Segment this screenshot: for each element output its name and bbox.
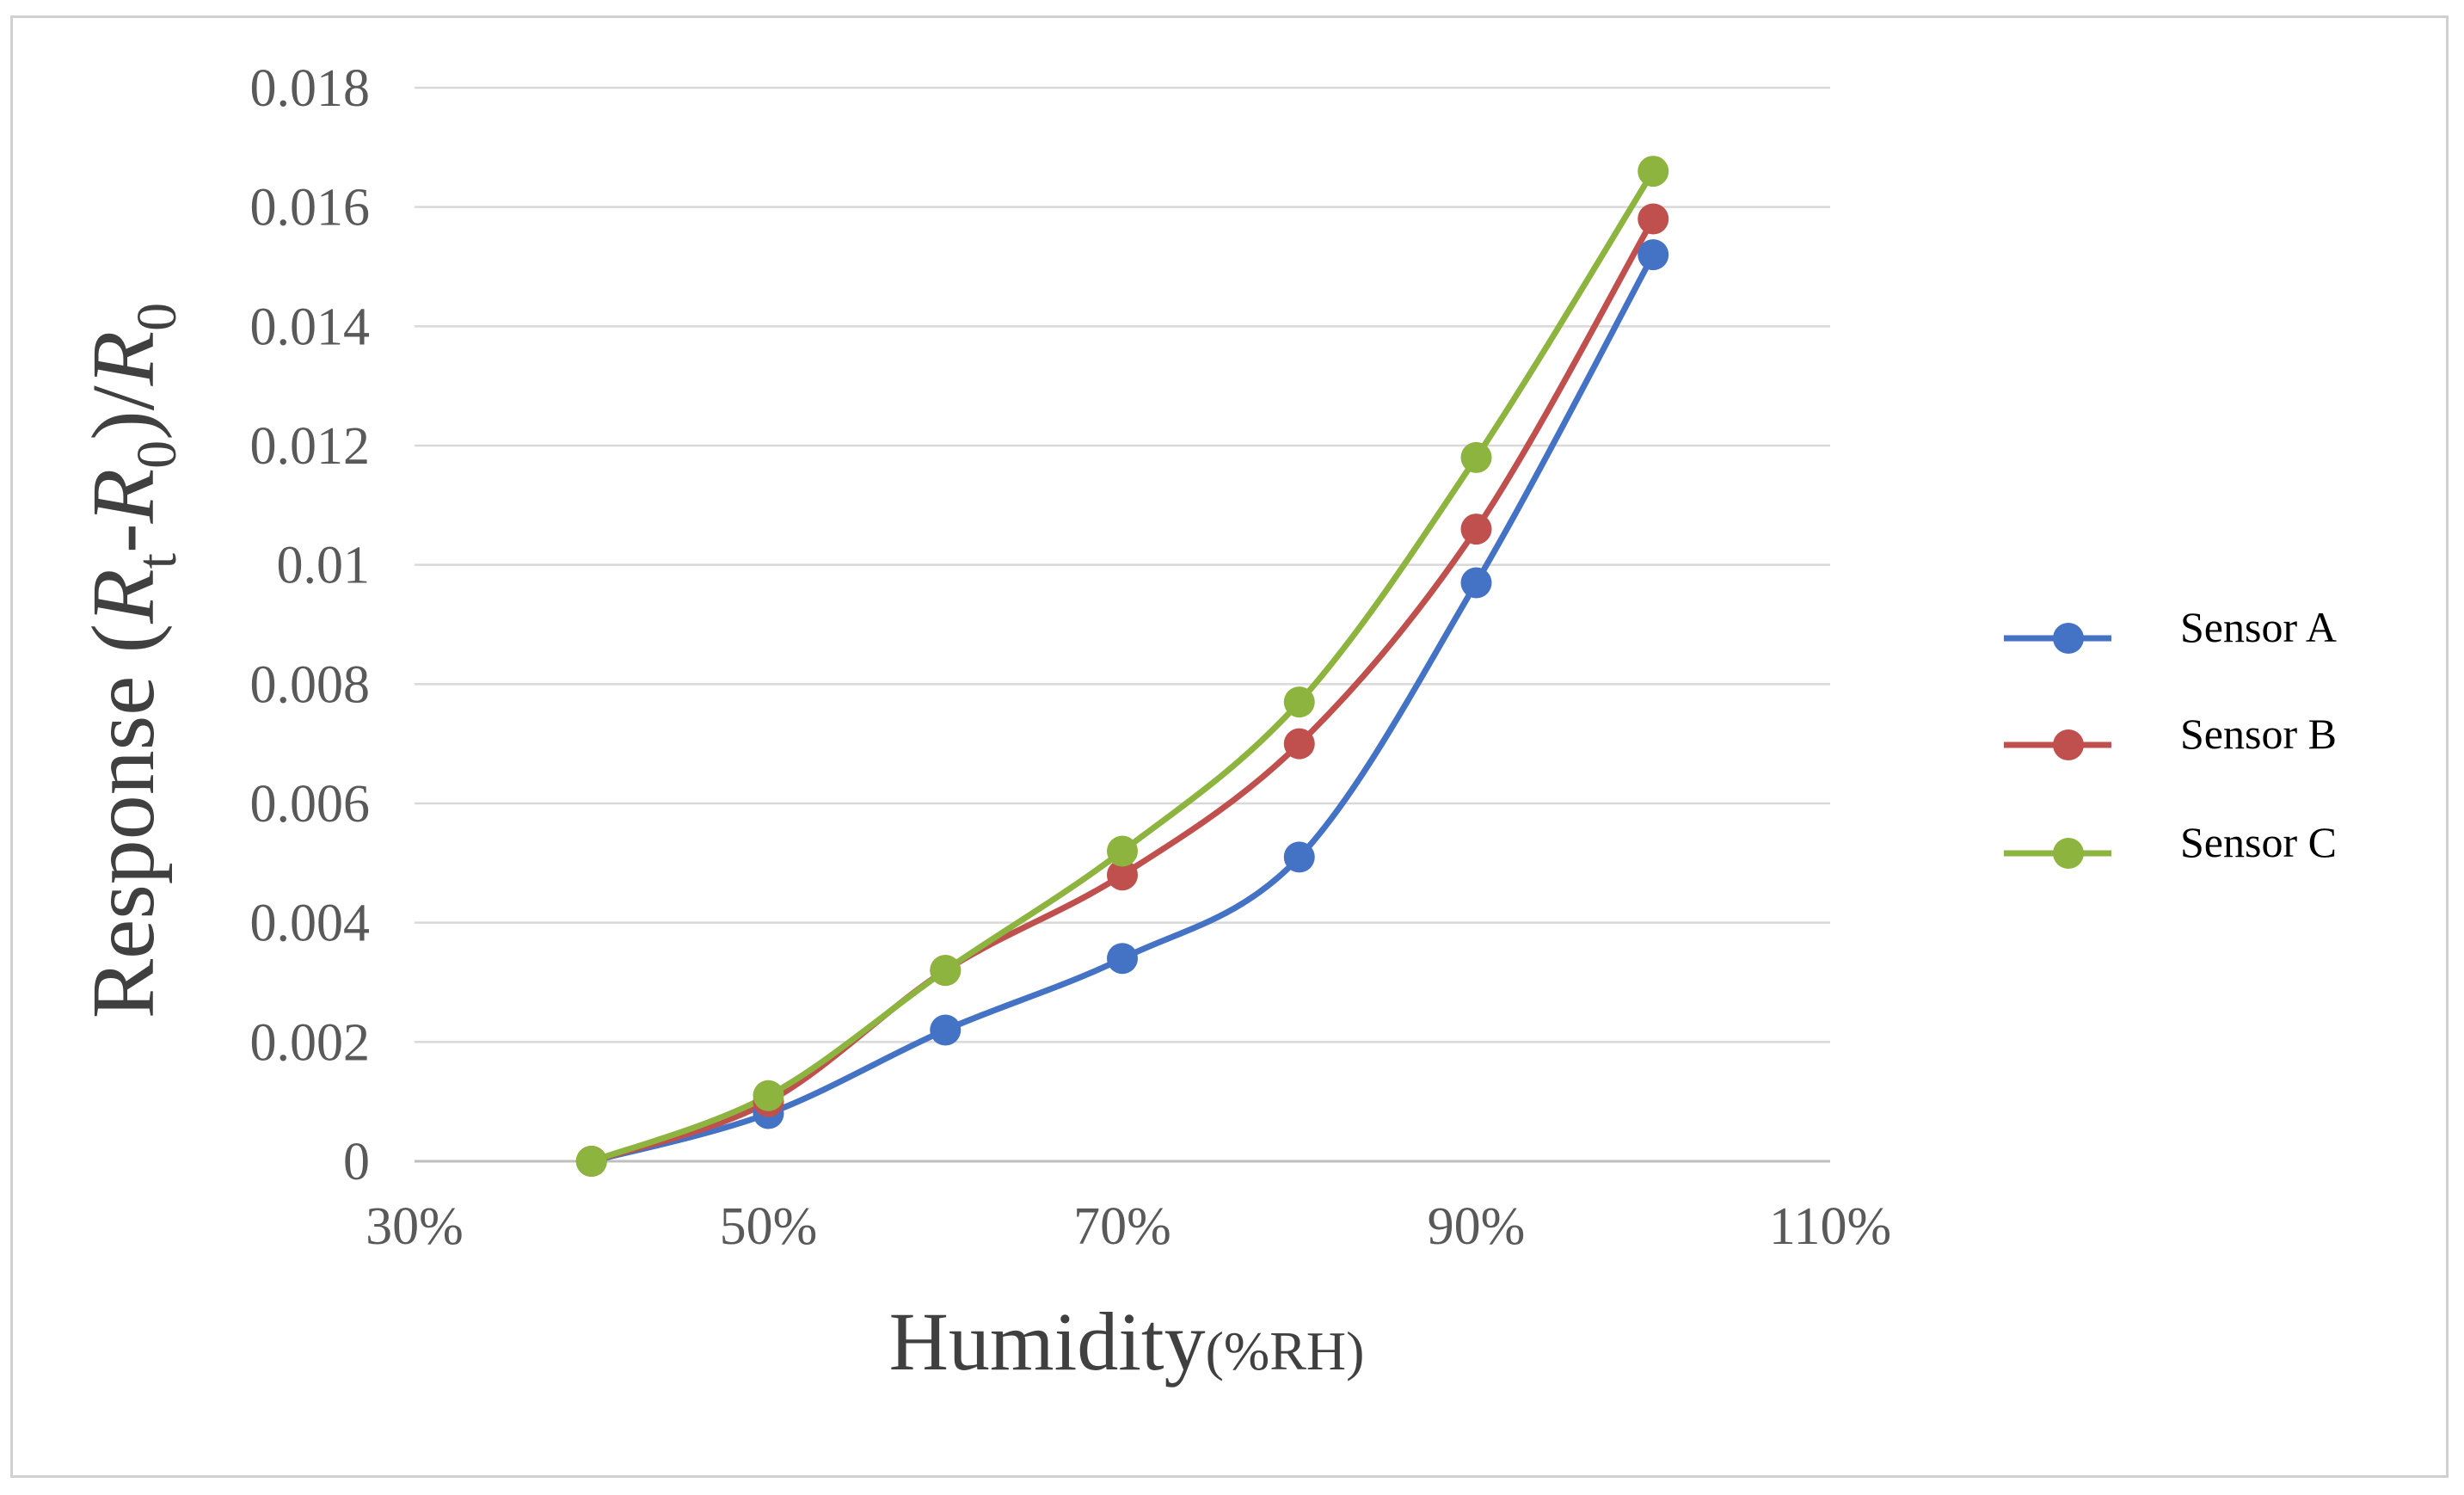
y-tick-label: 0	[343, 1133, 370, 1191]
sensor-b-point	[1638, 203, 1669, 235]
sensor-c-point	[575, 1146, 607, 1177]
x-tick-label: 50%	[720, 1197, 818, 1256]
y-axis-title-sub3: 0	[126, 303, 188, 331]
legend-swatch-marker	[2053, 729, 2084, 760]
sensor-b-point	[1283, 728, 1315, 760]
legend-swatch-marker	[2053, 623, 2084, 654]
y-tick-label: 0.008	[250, 655, 371, 714]
legend-swatch-marker	[2053, 838, 2084, 869]
y-axis-title-mid: -	[74, 523, 173, 553]
x-tick-labels: 30% 50% 70% 90% 110%	[366, 1197, 1891, 1256]
y-axis-title-sub1: t	[126, 553, 188, 569]
legend-label: Sensor A	[2180, 603, 2337, 651]
sensor-a-point	[1460, 567, 1492, 599]
x-tick-label: 30%	[366, 1197, 464, 1256]
y-tick-label: 0.014	[250, 298, 371, 356]
sensor-c-point	[753, 1080, 784, 1111]
sensor-c-point	[1107, 835, 1138, 867]
y-tick-label: 0.004	[250, 895, 371, 953]
sensor-a-point	[930, 1014, 962, 1046]
y-axis-title: Response (Rt-R0)/R0	[74, 303, 188, 1018]
x-axis-title: Humidity(%RH)	[889, 1295, 1365, 1387]
sensor-c-point	[930, 955, 962, 987]
y-axis-title-prefix: Response (	[74, 624, 173, 1018]
sensor-b-point	[1460, 514, 1492, 545]
sensor-a-point	[1283, 841, 1315, 873]
y-axis-title-r1: R	[74, 569, 173, 624]
gridlines	[415, 86, 1830, 1163]
y-tick-label: 0.002	[250, 1013, 371, 1072]
series-lines	[588, 168, 1656, 1165]
legend-label: Sensor B	[2180, 710, 2337, 758]
sensor-a-line	[588, 251, 1656, 1165]
sensor-b-line	[588, 216, 1656, 1165]
sensor-b-point	[1107, 859, 1138, 891]
x-tick-label: 70%	[1073, 1197, 1171, 1256]
y-axis-title-r2: R	[74, 469, 173, 525]
x-tick-label: 110%	[1769, 1197, 1891, 1256]
legend: Sensor A Sensor B Sensor C	[2004, 603, 2337, 869]
series-points	[575, 156, 1669, 1177]
y-tick-label: 0.016	[250, 179, 371, 237]
y-tick-labels: 0 0.002 0.004 0.006 0.008 0.01 0.012 0.014 0.016…	[250, 59, 371, 1191]
y-axis-title-r3: R	[74, 331, 173, 387]
y-tick-label: 0.012	[250, 417, 371, 476]
sensor-a-point	[1638, 239, 1669, 271]
sensor-a-point	[1107, 943, 1138, 975]
x-axis-title-main: Humidity	[889, 1295, 1206, 1387]
y-tick-label: 0.01	[277, 537, 371, 595]
y-tick-label: 0.018	[250, 59, 371, 118]
x-axis-title-unit: (%RH)	[1206, 1320, 1365, 1381]
sensor-c-line	[588, 168, 1656, 1165]
y-tick-label: 0.006	[250, 775, 371, 834]
y-axis-title-close: )/	[74, 385, 173, 440]
sensor-c-point	[1283, 686, 1315, 718]
sensor-c-point	[1638, 156, 1669, 188]
y-axis-title-sub2: 0	[126, 440, 188, 469]
sensor-c-point	[1460, 441, 1492, 473]
x-tick-label: 90%	[1428, 1197, 1526, 1256]
legend-label: Sensor C	[2180, 818, 2337, 866]
